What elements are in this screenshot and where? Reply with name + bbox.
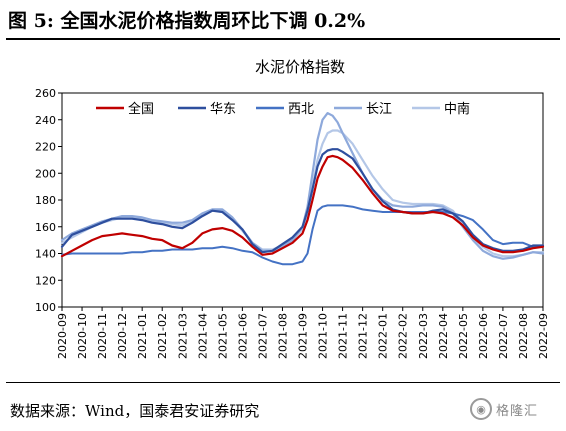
x-tick-label: 2021-08 [276,313,289,359]
y-tick-label: 120 [35,274,56,287]
y-tick-label: 220 [35,141,56,154]
plot-frame [61,92,544,308]
plot-area: 100 120 140 160 180 200 220 240 260 2020-09 2020-1… [35,87,550,359]
y-tick-label: 140 [35,248,56,261]
y-tick-label: 240 [35,114,56,127]
y-tick-label: 160 [35,221,56,234]
x-tick-label: 2021-06 [236,313,249,359]
wechat-logo-icon: ◉ [470,398,492,420]
legend-label-2: 华东 [210,102,236,117]
source-divider [6,382,560,383]
x-tick-label: 2021-01 [136,313,149,359]
legend-label-4: 长江 [366,102,392,117]
watermark-text: 格隆汇 [496,403,539,419]
x-tick-label: 2022-02 [397,313,410,359]
x-tick-label: 2022-03 [417,313,430,359]
legend-label-3: 西北 [288,102,314,117]
series-line-2 [60,148,545,254]
x-tick-label: 2022-09 [537,313,550,359]
x-tick-label: 2021-09 [297,313,310,359]
cement-price-chart: 水泥价格指数 100 120 140 160 180 200 220 240 260 2020-0… [35,58,550,359]
series-line-4 [60,111,545,260]
x-tick-label: 2021-02 [156,313,169,359]
series-line-1 [60,154,545,258]
legend: 全国 华东 西北 长江 中南 [96,101,470,117]
x-tick-label: 2021-04 [196,313,209,359]
x-tick-label: 2020-09 [56,313,69,359]
x-tick-label: 2022-05 [457,313,470,359]
x-tick-label: 2021-12 [357,313,370,359]
y-tick-label: 200 [35,167,56,180]
y-tick-label: 100 [35,301,56,314]
x-tick-label: 2021-03 [176,313,189,359]
legend-label-1: 全国 [128,101,154,117]
x-tick-label: 2022-07 [497,313,510,359]
x-tick-label: 2021-07 [256,313,269,359]
legend-label-5: 中南 [444,101,470,117]
title-underline [6,38,560,40]
series-line-3 [61,204,544,266]
x-tick-label: 2021-05 [216,313,229,359]
x-tick-label: 2020-12 [116,313,129,359]
x-tick-label: 2020-10 [76,313,89,359]
y-tick-label: 180 [35,194,56,207]
x-tick-label: 2021-10 [317,313,330,359]
figure-title: 图 5: 全国水泥价格指数周环比下调 0.2% [8,10,366,32]
x-tick-label: 2022-04 [437,313,450,359]
x-tick-label: 2021-11 [337,313,350,359]
x-tick-label: 2020-11 [96,313,109,359]
x-tick-label: 2022-06 [477,313,490,359]
x-tick-label: 2022-08 [517,313,530,359]
chart-title: 水泥价格指数 [255,58,345,76]
watermark: ◉ 格隆汇 [470,394,562,424]
source-note: 数据来源：Wind，国泰君安证券研究 [10,402,260,420]
y-tick-label: 260 [35,87,56,100]
x-tick-label: 2022-01 [377,313,390,359]
